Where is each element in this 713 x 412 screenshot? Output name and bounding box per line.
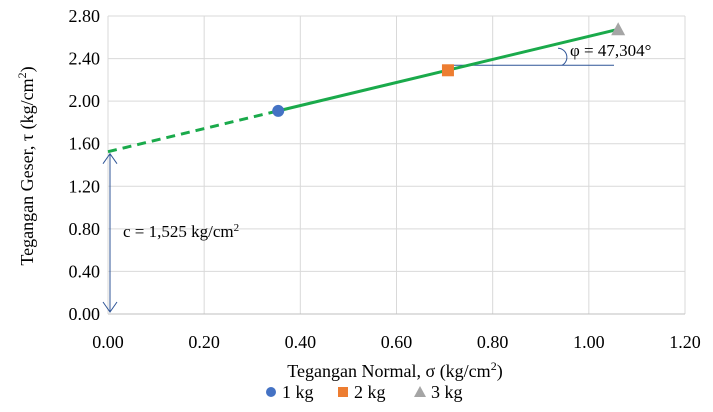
y-tick-label: 0.40 — [69, 261, 101, 281]
x-tick-label: 0.40 — [285, 332, 317, 352]
x-tick-label: 1.00 — [573, 332, 605, 352]
y-tick-label: 2.80 — [69, 6, 101, 26]
data-points — [272, 22, 626, 117]
angle-label: φ = 47,304° — [570, 41, 651, 60]
annotations: c = 1,525 kg/cm2 φ = 47,304° — [102, 41, 651, 313]
legend-label-3: 3 kg — [431, 382, 463, 402]
y-tick-labels: 0.00 0.40 0.80 1.20 1.60 2.00 2.40 2.80 — [69, 6, 101, 324]
angle-arc — [557, 47, 568, 66]
y-axis-title: Tegangan Geser, τ (kg/cm2) — [15, 66, 38, 265]
legend-marker-3 — [414, 386, 426, 397]
y-tick-label: 1.20 — [69, 176, 101, 196]
grid-lines — [108, 15, 686, 314]
point-2-kg — [441, 64, 454, 77]
x-tick-labels: 0.00 0.20 0.40 0.60 0.80 1.00 1.20 — [92, 332, 701, 352]
cohesion-arrowhead-bottom — [102, 301, 118, 313]
fit-line — [107, 27, 619, 154]
x-tick-label: 1.20 — [669, 332, 701, 352]
y-tick-label: 1.60 — [69, 134, 101, 154]
y-tick-label: 0.80 — [69, 219, 101, 239]
y-tick-label: 2.00 — [69, 91, 101, 111]
y-tick-label: 0.00 — [69, 304, 101, 324]
cohesion-arrowhead-top — [102, 152, 118, 164]
legend: 1 kg 2 kg 3 kg — [266, 382, 463, 402]
legend-marker-2 — [338, 387, 348, 397]
x-tick-label: 0.80 — [477, 332, 509, 352]
y-tick-label: 2.40 — [69, 49, 101, 69]
x-axis-title: Tegangan Normal, σ (kg/cm2) — [287, 359, 502, 382]
x-tick-label: 0.00 — [92, 332, 124, 352]
x-tick-label: 0.60 — [381, 332, 413, 352]
point-3-kg — [611, 22, 626, 36]
cohesion-label: c = 1,525 kg/cm2 — [123, 222, 239, 241]
legend-label-1: 1 kg — [282, 382, 314, 402]
fit-line-dashed — [107, 109, 279, 154]
legend-label-2: 2 kg — [354, 382, 386, 402]
axes — [107, 16, 685, 315]
legend-marker-1 — [266, 387, 276, 397]
x-tick-label: 0.20 — [188, 332, 220, 352]
point-1-kg — [272, 104, 285, 117]
